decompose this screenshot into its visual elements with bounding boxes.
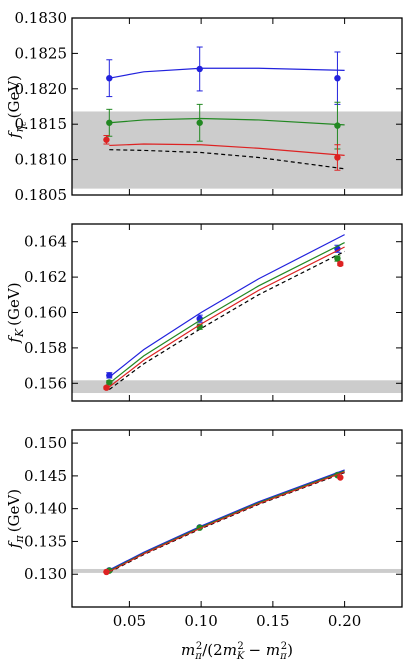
y-tick-label: 0.1815 xyxy=(15,115,68,133)
y-axis-label: fηc (GeV) xyxy=(5,75,28,139)
y-tick-label: 0.1805 xyxy=(15,186,68,204)
y-tick-label: 0.140 xyxy=(24,500,67,518)
data-point xyxy=(106,74,113,82)
reference-band xyxy=(72,111,402,189)
y-label-unit: (GeV) xyxy=(5,489,23,532)
x-label-part: ) xyxy=(287,641,293,659)
x-label-part: π xyxy=(279,651,287,662)
y-label-subscript: K xyxy=(13,328,26,338)
y-label-subscript: η xyxy=(13,125,26,132)
y-axis-label: fπ (GeV) xyxy=(5,489,26,549)
y-label-symbol: f xyxy=(5,335,23,344)
dashed-extrapolation-line xyxy=(108,250,345,390)
y-tick-label: 0.162 xyxy=(24,268,67,286)
y-tick-label: 0.164 xyxy=(24,233,67,251)
y-tick-label: 0.150 xyxy=(24,434,67,452)
plot-area xyxy=(72,46,402,189)
axes-frame xyxy=(71,17,403,196)
data-point xyxy=(334,154,341,161)
plot-area xyxy=(72,469,402,576)
data-point xyxy=(334,255,341,262)
series-1 xyxy=(106,46,345,105)
y-label-symbol: f xyxy=(5,540,23,549)
series-3 xyxy=(103,471,345,576)
reference-band xyxy=(72,568,402,573)
y-tick-label: 0.130 xyxy=(24,565,67,583)
fit-line xyxy=(108,246,345,388)
x-axis-label: mπ2/(2mK2 − mπ2) xyxy=(181,641,293,662)
y-tick-label: 0.145 xyxy=(24,467,67,485)
y-label-unit: (GeV) xyxy=(5,75,23,118)
x-tick-label: 0.20 xyxy=(328,612,361,630)
x-label-part: 2 xyxy=(196,641,202,652)
panel-2: 0.156 0.158 0.160 0.162 0.164 fK (GeV) xyxy=(5,223,403,402)
y-tick-label: 0.156 xyxy=(24,374,67,392)
x-tick-label: 0.05 xyxy=(113,612,146,630)
x-label-part: π xyxy=(194,651,202,662)
data-point xyxy=(103,384,110,391)
y-axis-label: fK (GeV) xyxy=(5,282,26,343)
fit-line xyxy=(109,471,345,573)
x-label-part: /(2 xyxy=(202,641,222,659)
fit-line xyxy=(108,242,345,384)
data-point xyxy=(103,568,110,576)
y-tick-label: 0.1810 xyxy=(15,151,68,169)
data-point xyxy=(106,119,113,126)
data-point xyxy=(334,74,341,82)
fit-line xyxy=(109,117,345,126)
plot-area xyxy=(72,234,402,394)
data-point xyxy=(196,323,203,330)
fit-line xyxy=(109,143,345,156)
x-label-part: m xyxy=(223,641,237,659)
x-label-part: − xyxy=(244,641,266,659)
data-point xyxy=(103,136,110,143)
y-label-unit: (GeV) xyxy=(5,282,23,325)
y-tick-label: 0.1825 xyxy=(15,44,68,62)
series-2 xyxy=(106,242,345,386)
axes-frame xyxy=(71,223,403,402)
dashed-extrapolation-line xyxy=(109,472,345,573)
y-tick-label: 0.160 xyxy=(24,304,67,322)
y-tick-label: 0.158 xyxy=(24,339,67,357)
x-label-part: m xyxy=(181,641,195,659)
reference-band xyxy=(72,380,402,394)
dashed-extrapolation-line xyxy=(109,149,345,170)
x-tick-label: 0.15 xyxy=(256,612,289,630)
fit-line xyxy=(109,67,345,79)
x-label-part: K xyxy=(236,651,245,662)
data-point xyxy=(334,122,341,129)
y-tick-label: 0.1820 xyxy=(15,80,68,98)
x-label-part: 2 xyxy=(281,641,287,652)
data-point xyxy=(106,372,113,379)
x-tick-label: 0.10 xyxy=(184,612,217,630)
data-point xyxy=(196,315,203,322)
data-point xyxy=(196,65,203,73)
panel-3: 0.130 0.135 0.140 0.145 0.150 0.05 0.10 0.15 0.2… xyxy=(5,429,403,630)
panel-1: 0.1805 0.1810 0.1815 0.1820 0.1825 0.1830 fηc (… xyxy=(5,9,403,204)
series-1 xyxy=(106,234,345,379)
y-label-subscript: π xyxy=(13,535,26,544)
series-3 xyxy=(103,246,345,391)
y-label-subsubscript: c xyxy=(19,121,28,126)
y-tick-label: 0.135 xyxy=(24,532,67,550)
series-3 xyxy=(103,135,345,171)
data-point xyxy=(196,119,203,126)
x-label-part: 2 xyxy=(237,641,243,652)
y-tick-label: 0.1830 xyxy=(15,9,68,27)
y-label-symbol: f xyxy=(5,130,23,139)
data-point xyxy=(106,379,113,386)
data-point xyxy=(337,260,344,268)
data-point xyxy=(337,474,344,481)
x-label-part: m xyxy=(266,641,280,659)
axes-frame xyxy=(71,429,403,608)
fit-line xyxy=(108,234,345,378)
